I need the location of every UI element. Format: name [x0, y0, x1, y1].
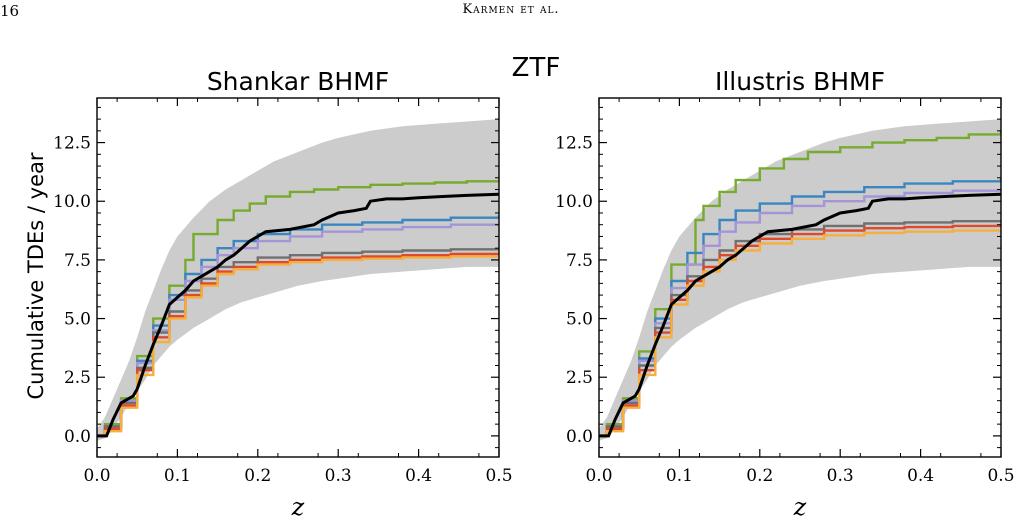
series-line-black	[599, 192, 1001, 438]
panel-title: Shankar BHMF	[207, 67, 389, 96]
y-tick-label: 5.0	[64, 310, 91, 330]
figure-ylabel: Cumulative TDEs / year	[24, 152, 48, 399]
x-axis-label: z	[291, 493, 305, 521]
series-line-orange	[97, 255, 499, 438]
y-tick-label: 10.0	[53, 192, 91, 212]
panel-illustris: 0.0 0.1 0.2 0.3 0.4 0.5 0.0 2.5 5.0 7.5 10.0 12.5 Il…	[555, 67, 1014, 521]
x-tick-label: 0.4	[907, 466, 934, 486]
x-tick-label: 0.2	[244, 466, 271, 486]
page-number: 16	[0, 2, 20, 20]
y-tick-label: 7.5	[64, 251, 91, 271]
x-tick-label: 0.0	[585, 466, 612, 486]
axes-frame	[96, 97, 500, 458]
y-tick-label: 2.5	[566, 368, 593, 388]
plot-area	[97, 119, 499, 441]
x-axis-label: z	[793, 493, 807, 521]
y-tick-label: 12.5	[555, 134, 593, 154]
x-tick-label: 0.2	[746, 466, 773, 486]
x-tick-label: 0.0	[83, 466, 110, 486]
series-line-black	[97, 192, 499, 438]
panel-title: Illustris BHMF	[715, 67, 885, 96]
x-tick-label: 0.5	[485, 466, 512, 486]
axes-frame	[598, 97, 1002, 458]
panel-shankar: 0.0 0.1 0.2 0.3 0.4 0.5 0.0 2.5 5.0 7.5 10.0 12.5 Sh…	[53, 67, 512, 521]
y-tick-label: 10.0	[555, 192, 593, 212]
y-tick-label: 12.5	[53, 134, 91, 154]
y-tick-label: 7.5	[566, 251, 593, 271]
x-tick-label: 0.5	[987, 466, 1014, 486]
x-tick-label: 0.3	[325, 466, 352, 486]
series-line-green	[599, 130, 1001, 438]
uncertainty-band	[97, 119, 499, 441]
plot-area	[599, 119, 1001, 441]
running-head: Karmen et al.	[462, 2, 560, 17]
y-tick-label: 0.0	[64, 427, 91, 447]
y-tick-label: 5.0	[566, 310, 593, 330]
x-tick-label: 0.3	[827, 466, 854, 486]
series-line-green	[97, 180, 499, 438]
uncertainty-band	[599, 119, 1001, 441]
y-tick-label: 2.5	[64, 368, 91, 388]
series-line-orange	[599, 229, 1001, 438]
x-tick-label: 0.4	[405, 466, 432, 486]
x-tick-label: 0.1	[666, 466, 693, 486]
figure-suptitle: ZTF	[512, 53, 561, 83]
x-tick-label: 0.1	[164, 466, 191, 486]
y-tick-label: 0.0	[566, 427, 593, 447]
